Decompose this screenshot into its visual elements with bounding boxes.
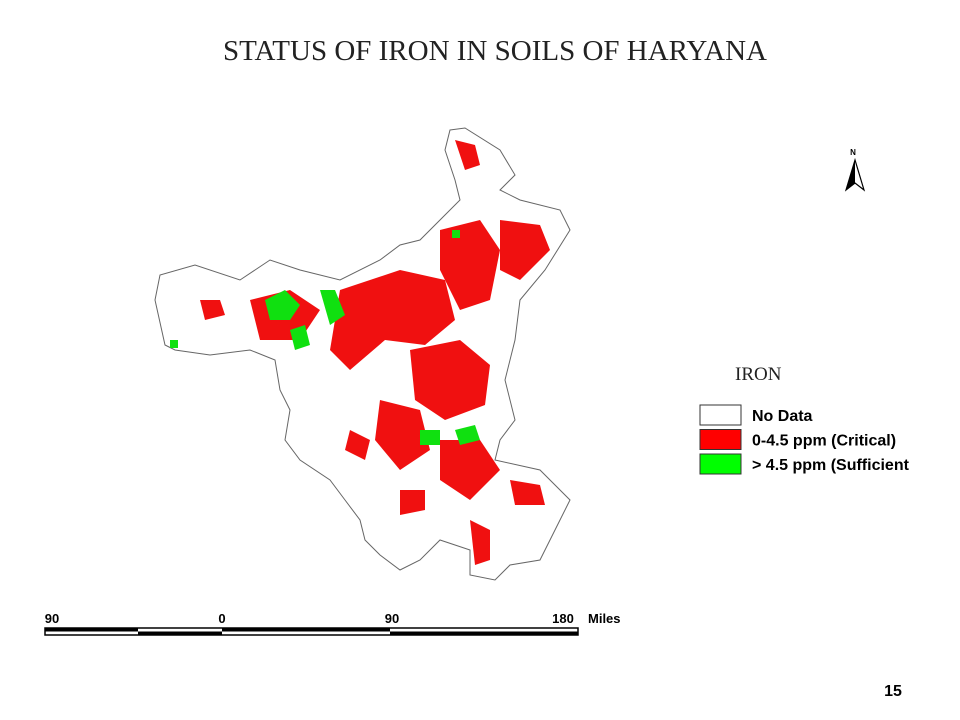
critical-areas xyxy=(200,140,550,565)
scale-bar: 90 0 90 180 Miles xyxy=(44,611,621,636)
legend-label: No Data xyxy=(752,408,813,425)
page-number: 15 xyxy=(884,683,902,700)
scale-label: 90 xyxy=(385,611,399,626)
legend-swatch xyxy=(699,453,742,475)
scale-label: 0 xyxy=(218,611,225,626)
scale-label: 180 xyxy=(552,611,574,626)
map-title: STATUS OF IRON IN SOILS OF HARYANA xyxy=(223,35,767,67)
legend: IRON No Data 0-4.5 ppm (Critical) > 4.5 pp… xyxy=(699,364,910,475)
legend-swatch xyxy=(699,429,742,450)
scale-label: 90 xyxy=(45,611,59,626)
legend-label: 0-4.5 ppm (Critical) xyxy=(752,433,896,450)
north-arrow: N xyxy=(844,148,866,192)
legend-title: IRON xyxy=(735,364,782,385)
legend-label: > 4.5 ppm (Sufficient xyxy=(752,457,910,474)
scale-unit: Miles xyxy=(588,611,621,626)
north-label: N xyxy=(850,148,856,157)
legend-swatch xyxy=(699,404,742,426)
map xyxy=(154,127,571,581)
sufficient-areas xyxy=(170,230,480,445)
